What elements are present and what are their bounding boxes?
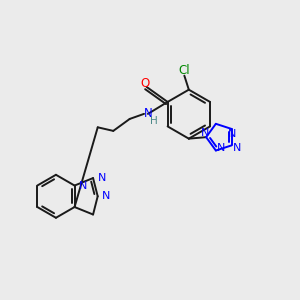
Text: N: N bbox=[217, 143, 225, 153]
Text: H: H bbox=[150, 116, 158, 126]
Text: N: N bbox=[201, 128, 210, 138]
Text: N: N bbox=[79, 181, 87, 190]
Text: O: O bbox=[141, 76, 150, 90]
Text: N: N bbox=[228, 129, 236, 139]
Text: N: N bbox=[102, 191, 111, 201]
Text: Cl: Cl bbox=[178, 64, 190, 77]
Text: N: N bbox=[144, 107, 153, 120]
Text: N: N bbox=[233, 143, 241, 153]
Text: N: N bbox=[98, 173, 106, 183]
